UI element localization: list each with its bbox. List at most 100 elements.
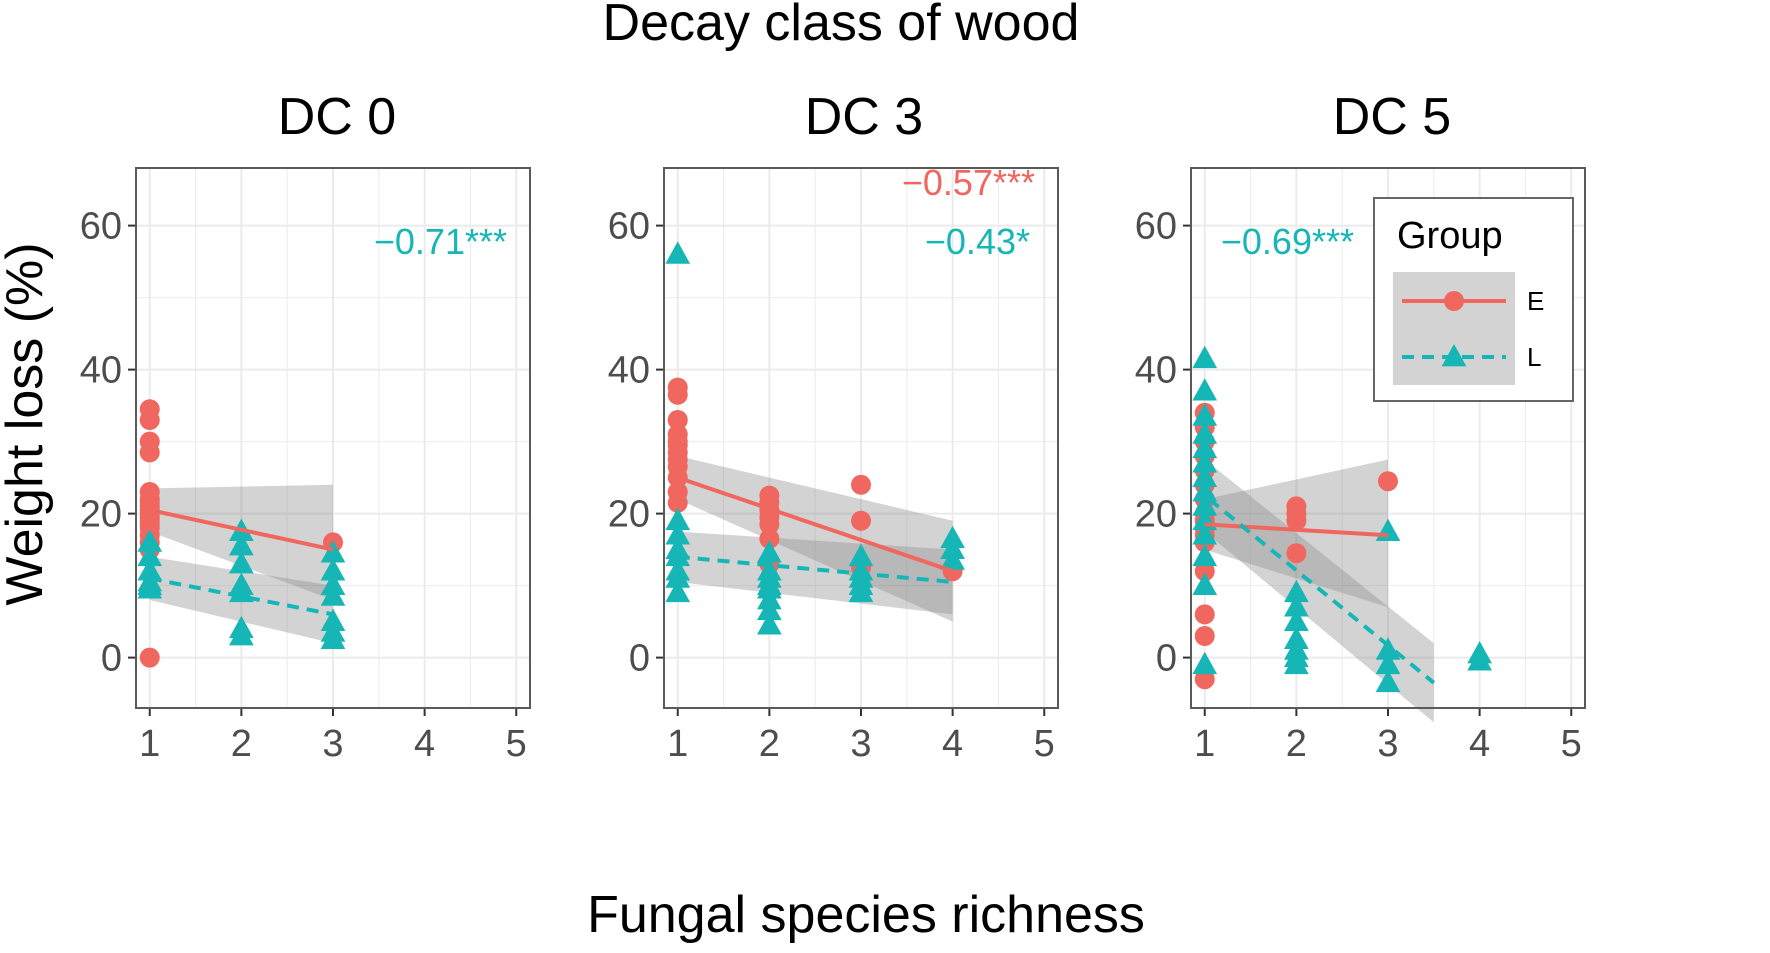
- point-E: [139, 647, 160, 668]
- point-L: [757, 597, 782, 621]
- x-tick-label: 1: [667, 723, 688, 765]
- point-E: [1194, 561, 1215, 582]
- fit-line-E: [1204, 522, 1389, 538]
- point-L: [848, 579, 874, 603]
- y-axis-label: Weight loss (%): [0, 242, 54, 605]
- x-tick-label: 4: [414, 723, 435, 765]
- legend-label-L: L: [1527, 342, 1541, 372]
- x-axis-label: Fungal species richness: [587, 886, 1145, 944]
- x-tick-label: 5: [1034, 723, 1055, 765]
- point-L: [848, 543, 874, 567]
- point-L: [1467, 648, 1492, 671]
- point-L: [1192, 378, 1218, 401]
- point-L: [1284, 651, 1309, 675]
- point-L: [665, 507, 691, 531]
- point-L: [665, 579, 691, 603]
- point-L: [137, 543, 163, 567]
- point-L: [320, 558, 346, 581]
- y-tick-label: 60: [1135, 206, 1177, 248]
- legend: Group EL: [1373, 197, 1574, 402]
- point-L: [1192, 543, 1218, 567]
- figure-title: Decay class of wood: [603, 0, 1080, 52]
- point-L: [1192, 479, 1218, 502]
- panel-title: DC 5: [1333, 88, 1451, 146]
- point-L: [1192, 464, 1218, 487]
- panel-border: [1190, 167, 1586, 709]
- point-L: [1284, 608, 1309, 631]
- point-E: [851, 474, 871, 495]
- point-L: [320, 540, 346, 563]
- point-L: [229, 623, 254, 646]
- point-E: [759, 528, 780, 549]
- point-L: [665, 543, 691, 567]
- y-tick-label: 20: [80, 494, 122, 536]
- x-tick-label: 1: [1194, 723, 1215, 765]
- correlation-annotation: −0.57***: [902, 162, 1035, 203]
- x-tick-label: 3: [322, 723, 343, 765]
- point-L: [1192, 572, 1218, 595]
- fit-line-E: [149, 508, 334, 552]
- y-tick-label: 0: [1156, 638, 1177, 680]
- point-L: [1375, 651, 1401, 675]
- legend-marker-L: [1441, 344, 1467, 367]
- x-tick-label: 5: [506, 723, 527, 765]
- x-tick-label: 3: [1377, 723, 1398, 765]
- y-tick-label: 40: [608, 350, 650, 392]
- point-L: [757, 612, 782, 635]
- y-tick-label: 20: [1135, 494, 1177, 536]
- x-tick-label: 2: [759, 723, 780, 765]
- point-L: [1192, 403, 1218, 426]
- fit-line-L: [677, 554, 953, 584]
- correlation-annotation: −0.71***: [374, 221, 507, 262]
- point-L: [229, 551, 254, 574]
- point-E: [667, 410, 688, 430]
- legend-title: Group: [1397, 215, 1503, 257]
- point-L: [1192, 450, 1218, 473]
- point-E: [139, 410, 160, 430]
- panel-title: DC 0: [278, 88, 396, 146]
- panel-3: DC 5 1 2 3 4 5 0 20 40 60 −0.69***: [1135, 88, 1586, 765]
- point-L: [137, 576, 163, 599]
- point-E: [1194, 669, 1215, 690]
- confidence-band-L: [677, 531, 953, 615]
- panel-border: [135, 167, 531, 709]
- panel-title: DC 3: [805, 88, 923, 146]
- fit-line-L: [1208, 497, 1436, 685]
- legend-label-E: E: [1527, 286, 1544, 316]
- point-E: [1286, 543, 1307, 564]
- confidence-band-E: [1204, 459, 1388, 608]
- point-E: [667, 384, 688, 405]
- point-L: [665, 241, 691, 264]
- point-L: [1192, 651, 1218, 675]
- correlation-annotation: −0.43*: [925, 221, 1030, 262]
- point-E: [139, 442, 160, 463]
- x-tick-label: 2: [231, 723, 252, 765]
- point-L: [137, 529, 163, 552]
- point-L: [1375, 637, 1401, 660]
- point-L: [1284, 594, 1309, 617]
- point-L: [757, 540, 782, 563]
- x-tick-label: 4: [942, 723, 963, 765]
- y-tick-label: 60: [608, 206, 650, 248]
- legend-marker-E: [1444, 291, 1464, 311]
- x-tick-label: 1: [139, 723, 160, 765]
- point-E: [1286, 510, 1307, 531]
- point-E: [1378, 471, 1398, 492]
- point-E: [759, 514, 780, 535]
- fit-line-E: [677, 475, 954, 574]
- point-L: [1192, 522, 1218, 545]
- point-L: [665, 565, 691, 588]
- x-tick-label: 5: [1561, 723, 1582, 765]
- x-tick-label: 2: [1286, 723, 1307, 765]
- point-L: [320, 626, 346, 649]
- point-L: [229, 533, 254, 556]
- x-tick-label: 4: [1469, 723, 1490, 765]
- point-L: [1192, 421, 1218, 444]
- point-L: [1284, 579, 1309, 603]
- point-E: [1194, 604, 1215, 625]
- point-E: [851, 510, 871, 531]
- y-tick-label: 0: [101, 638, 122, 680]
- correlation-annotation: −0.69***: [1221, 221, 1354, 262]
- fit-line-L: [149, 576, 334, 617]
